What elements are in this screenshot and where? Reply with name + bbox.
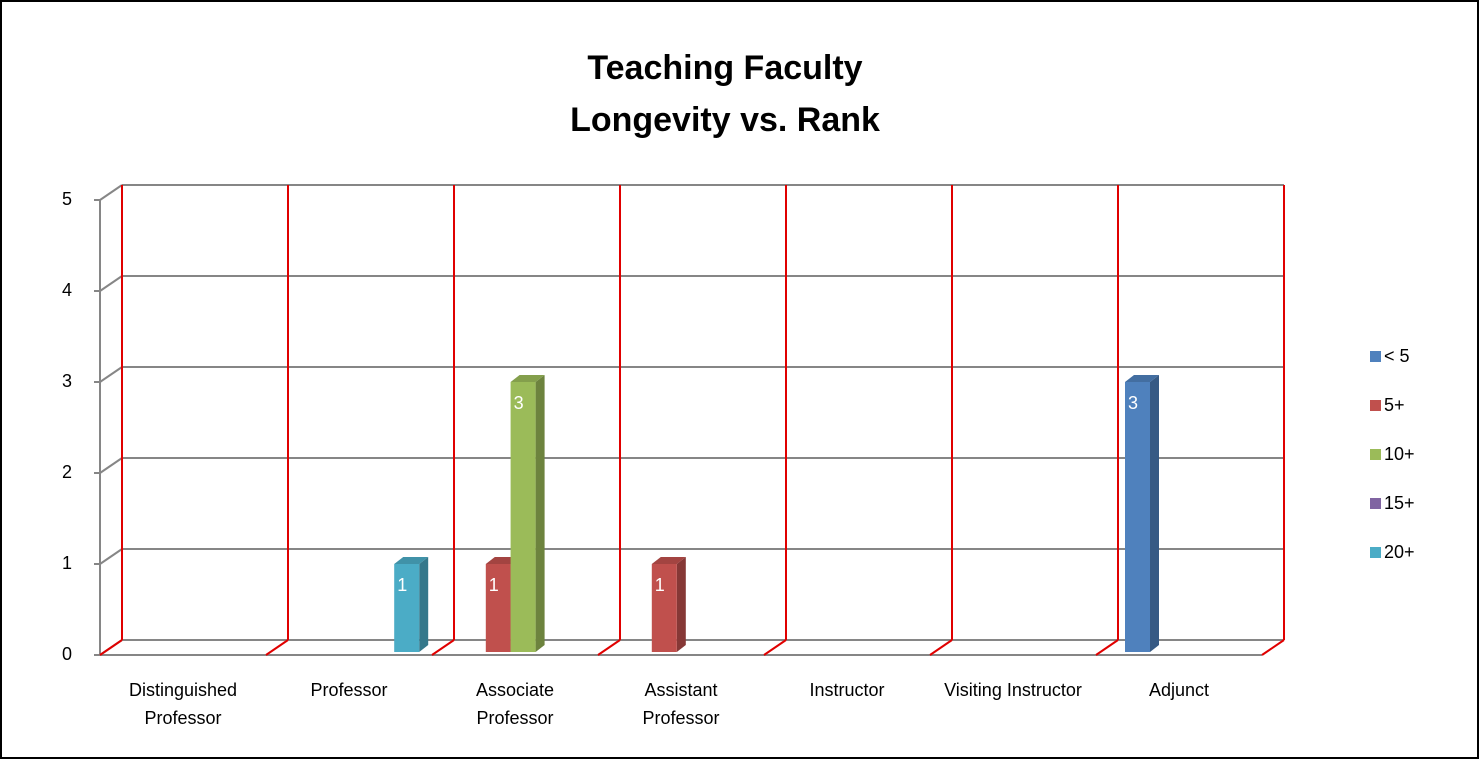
category-divider: [431, 639, 455, 656]
bar-top: [1125, 375, 1159, 382]
bar: [485, 564, 511, 652]
bar: [1125, 382, 1150, 652]
bar: [394, 564, 420, 652]
data-label: 3: [1128, 393, 1138, 413]
x-tick-label: Distinguished Professor: [128, 680, 238, 728]
category-divider: [1095, 639, 1119, 656]
legend-label: 15+: [1384, 493, 1415, 513]
legend-swatch: [1370, 547, 1381, 558]
category-divider: [1261, 639, 1285, 656]
category-divider: [265, 639, 289, 656]
grid-line: [99, 457, 123, 474]
y-tick-label: 4: [62, 280, 72, 300]
data-label: 1: [489, 575, 499, 595]
category-divider: [99, 639, 123, 656]
y-tick-label: 1: [62, 553, 72, 573]
grid-line: [99, 275, 123, 292]
x-tick-label: Visiting Instructor: [944, 680, 1082, 700]
data-label: 1: [655, 575, 665, 595]
bar: [651, 564, 677, 652]
chart-title: Longevity vs. Rank: [570, 101, 880, 139]
x-tick-label: Professor: [310, 680, 388, 700]
category-divider: [597, 639, 621, 656]
bar-top: [651, 557, 686, 564]
legend-label: < 5: [1384, 346, 1410, 366]
legend-swatch: [1370, 498, 1381, 509]
legend-swatch: [1370, 351, 1381, 362]
x-tick-label: Assistant Professor: [642, 680, 720, 728]
bar-side: [1150, 375, 1159, 652]
y-tick-label: 2: [62, 462, 72, 482]
y-tick-label: 5: [62, 189, 72, 209]
x-tick-label: Adjunct: [1148, 680, 1210, 700]
chart-title: Teaching Faculty: [587, 49, 862, 87]
bar: [510, 382, 536, 652]
y-tick-label: 0: [62, 644, 72, 664]
x-tick-label: Instructor: [809, 680, 885, 700]
y-tick-label: 3: [62, 371, 72, 391]
legend-swatch: [1370, 400, 1381, 411]
category-divider: [763, 639, 787, 656]
data-label: 3: [514, 393, 524, 413]
bar-side: [676, 557, 686, 652]
bar-side: [535, 375, 545, 652]
bar-top: [394, 557, 429, 564]
x-tick-label: Associate Professor: [475, 680, 555, 728]
bar-side: [419, 557, 429, 652]
legend-label: 20+: [1384, 542, 1415, 562]
grid-line: [99, 366, 123, 383]
category-divider: [929, 639, 953, 656]
grid-line: [99, 548, 123, 565]
grid-line: [99, 184, 123, 201]
legend-label: 10+: [1384, 444, 1415, 464]
bar-top: [510, 375, 545, 382]
legend-swatch: [1370, 449, 1381, 460]
legend-label: 5+: [1384, 395, 1405, 415]
data-label: 1: [397, 575, 407, 595]
